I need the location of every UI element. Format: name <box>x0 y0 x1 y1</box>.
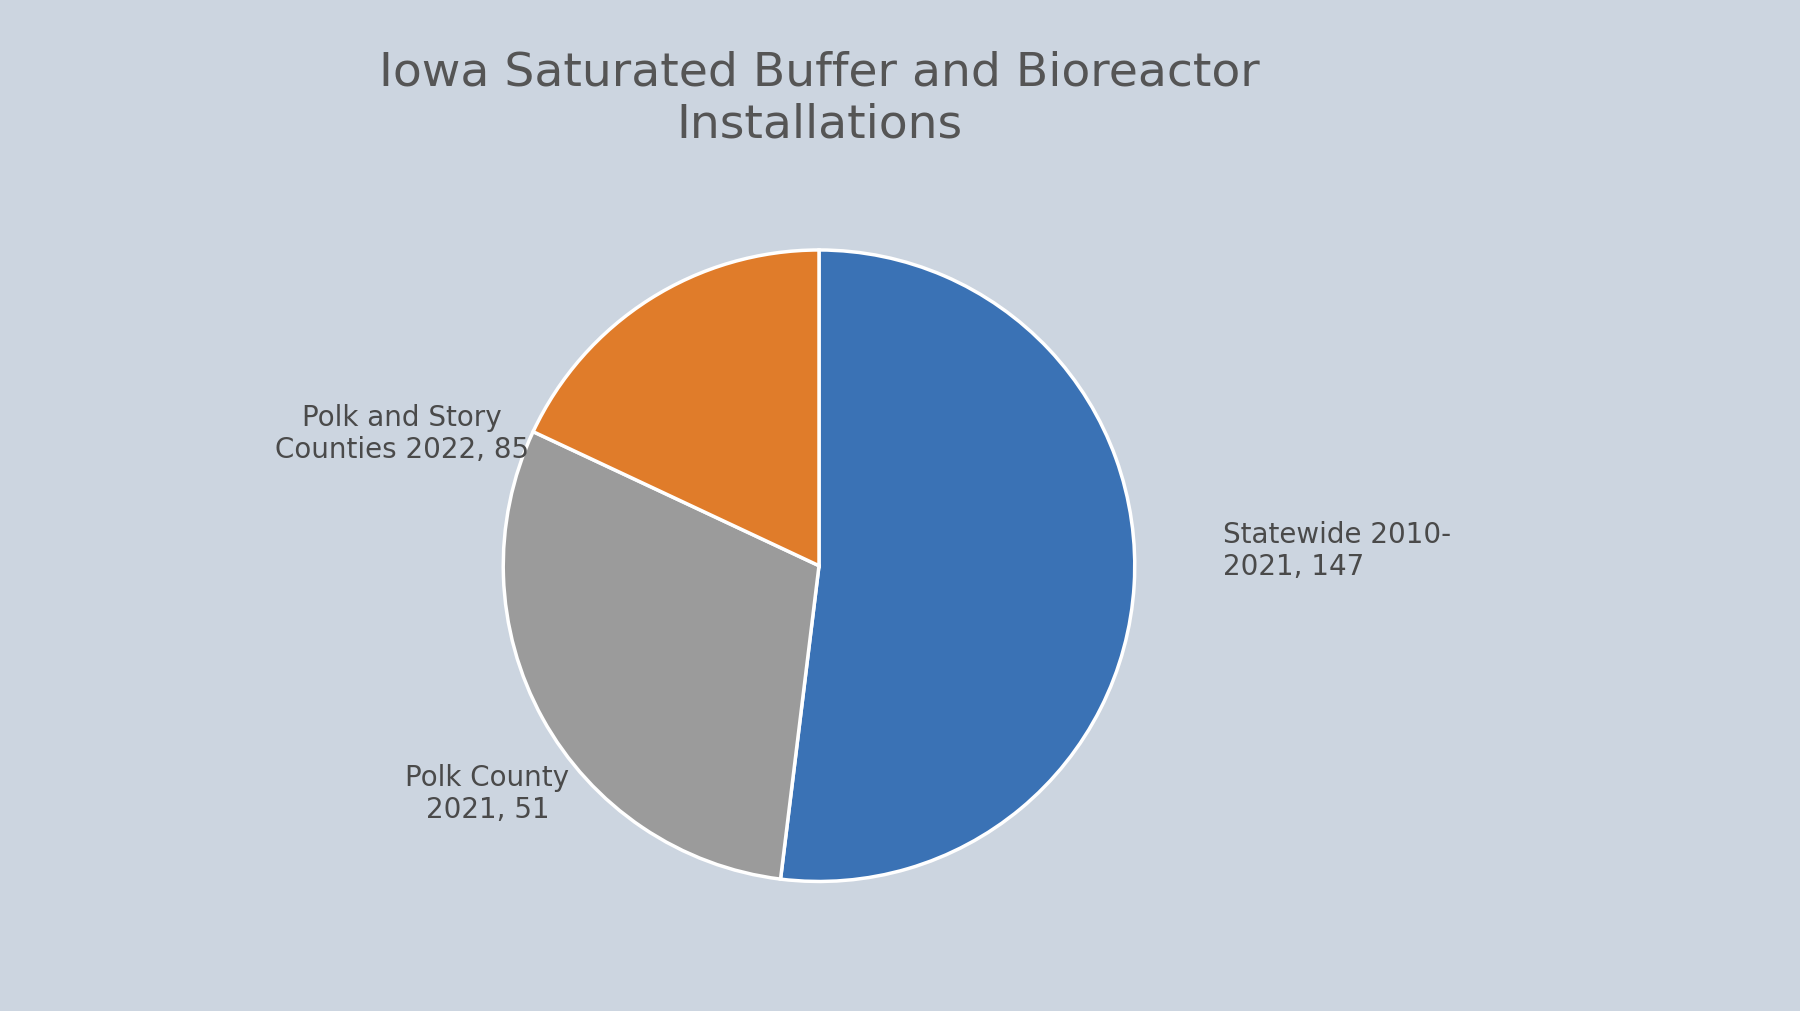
Title: Iowa Saturated Buffer and Bioreactor
Installations: Iowa Saturated Buffer and Bioreactor Ins… <box>378 51 1260 148</box>
Wedge shape <box>781 251 1134 882</box>
Wedge shape <box>504 433 819 880</box>
Text: Polk and Story
Counties 2022, 85: Polk and Story Counties 2022, 85 <box>275 403 529 464</box>
Wedge shape <box>533 251 819 566</box>
Text: Statewide 2010-
2021, 147: Statewide 2010- 2021, 147 <box>1224 521 1451 580</box>
Text: Polk County
2021, 51: Polk County 2021, 51 <box>405 763 569 823</box>
